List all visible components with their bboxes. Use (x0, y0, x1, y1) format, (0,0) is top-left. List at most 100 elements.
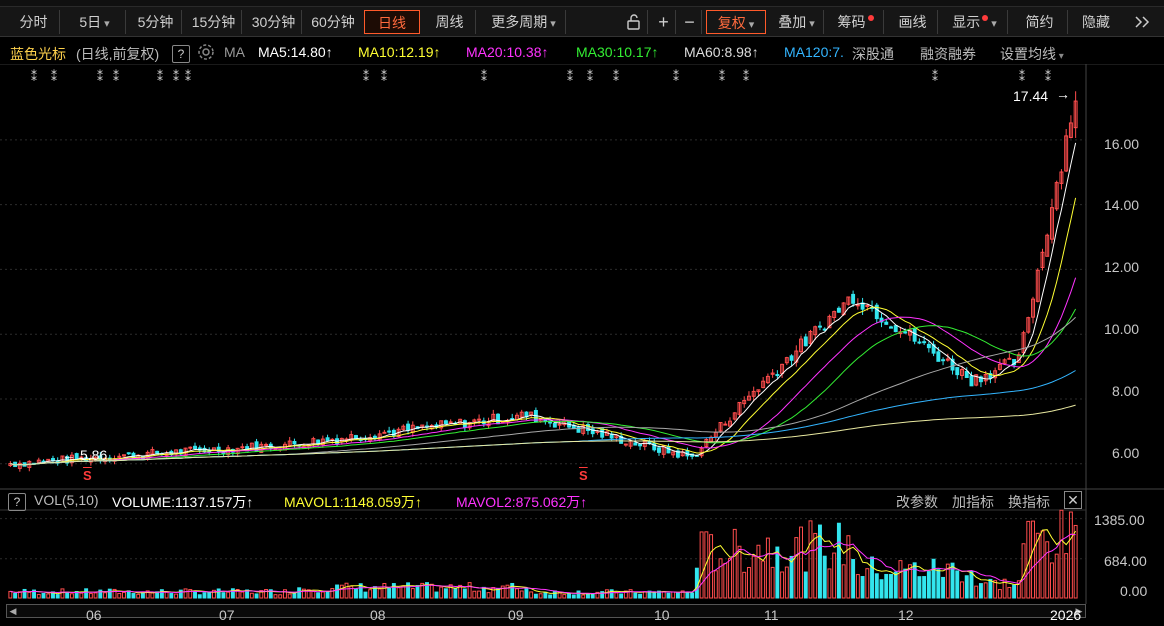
zoom-in-button[interactable]: + (652, 10, 676, 34)
candle-body (865, 304, 870, 307)
candle-body (775, 374, 780, 377)
volume-bar (46, 593, 51, 599)
tab-15min[interactable]: 15分钟 (186, 10, 242, 34)
candle-body (770, 372, 775, 375)
ma60-text: MA60:8.98 (684, 44, 752, 60)
hide-button[interactable]: 隐藏 (1082, 14, 1110, 30)
volume-bar (879, 579, 884, 599)
volume-bar (122, 591, 126, 599)
kline-chart[interactable]: ⁑ ⁑ ⁑ ⁑ ⁑ ⁑ ⁑ ⁑ ⁑ ⁑ ⁑ ⁑ ⁑ ⁑ ⁑ ⁑ ⁑ ⁑ ⁑ (0, 64, 1164, 604)
volume-bar (183, 588, 188, 599)
add-indicator-button[interactable]: 加指标 (952, 494, 994, 510)
modify-params-button[interactable]: 改参数 (896, 494, 938, 510)
high-price-label: 17.44 (1013, 88, 1049, 104)
zoom-out-button[interactable]: − (678, 10, 702, 34)
volume-bar (349, 585, 354, 599)
volume-bar (259, 590, 264, 599)
candle-body (784, 357, 789, 364)
volume-bar (13, 592, 18, 599)
volume-bar (283, 589, 287, 599)
volume-bar (955, 570, 960, 599)
margin-trading-button[interactable]: 融资融券 (920, 46, 976, 62)
tab-weekly[interactable]: 周线 (424, 10, 476, 34)
draw-line-button[interactable]: 画线 (888, 10, 938, 34)
fuquan-dropdown[interactable]: 复权 (706, 10, 766, 34)
set-ma-dropdown[interactable]: 设置均线 ▾ (1000, 44, 1064, 64)
settings-icon[interactable] (197, 43, 215, 64)
tab-more-periods[interactable]: 更多周期 (482, 10, 566, 34)
volume-bar (723, 562, 728, 599)
volume-bar (131, 593, 136, 599)
timeline-scrollbar[interactable]: ◀ ▶ (6, 604, 1086, 618)
volume-bar (188, 589, 193, 599)
tab-30min[interactable]: 30分钟 (246, 10, 302, 34)
tab-5day[interactable]: 5日 (64, 10, 126, 34)
tab-60min[interactable]: 60分钟 (311, 14, 355, 30)
candle-body (978, 376, 983, 383)
candle-body (188, 446, 193, 449)
help-button[interactable]: ? (172, 45, 190, 63)
candle-body (557, 423, 562, 426)
unlock-icon[interactable] (620, 10, 648, 34)
month-label-year: 2026 (1050, 607, 1082, 623)
month-label: 06 (86, 607, 102, 623)
chips-button[interactable]: 筹码 (828, 10, 884, 34)
volume-bar (945, 563, 950, 599)
change-indicator-button[interactable]: 换指标 (1008, 494, 1050, 510)
volume-bar (699, 531, 704, 599)
volume-bar (477, 590, 482, 599)
volume-bar (713, 570, 718, 599)
scroll-right-icon[interactable]: ▶ (1075, 606, 1083, 616)
candle-body (349, 434, 354, 441)
scroll-left-icon[interactable]: ◀ (9, 606, 17, 616)
event-marker: ⁑ (932, 69, 938, 84)
candle-body (325, 437, 330, 442)
candle-body (874, 304, 879, 320)
volume-bar (150, 592, 155, 599)
event-marker: ⁑ (719, 69, 725, 84)
volume-arrow: ↑ (246, 494, 254, 510)
volume-bar (84, 588, 89, 599)
simple-mode-button[interactable]: 简约 (1012, 10, 1068, 34)
candle-body (955, 367, 960, 376)
volume-bar (69, 593, 74, 599)
candle-body (661, 445, 666, 455)
candle-body (69, 454, 74, 464)
candle-body (652, 442, 657, 451)
set-ma-label: 设置均线 (1000, 46, 1056, 62)
volume-bar (794, 537, 799, 599)
volume-bar (339, 584, 344, 599)
overlay-dropdown[interactable]: 叠加 (770, 10, 824, 34)
volume-bar (268, 589, 273, 599)
candle-body (836, 307, 841, 313)
close-icon[interactable]: ✕ (1064, 491, 1082, 509)
volume-bar (406, 582, 411, 599)
volume-bar (1021, 543, 1026, 599)
volume-bar (704, 531, 709, 599)
shengutong-button[interactable]: 深股通 (852, 46, 894, 62)
volume-bar (325, 591, 330, 599)
candle-body (477, 418, 482, 421)
volume-bar (638, 593, 643, 599)
volume-bar (320, 591, 325, 599)
volume-bar (60, 588, 65, 599)
candle-body (519, 411, 524, 418)
candle-body (193, 445, 197, 450)
volume-help-button[interactable]: ? (8, 493, 26, 511)
mavol1-arrow: ↑ (415, 494, 423, 510)
volume-bar (425, 582, 429, 599)
candle-body (728, 420, 732, 427)
volume-bar (1059, 509, 1064, 599)
candle-body (988, 373, 993, 379)
tab-fenshi[interactable]: 分时 (8, 10, 60, 34)
tab-daily[interactable]: 日线 (364, 10, 420, 34)
volume-bar (391, 583, 396, 599)
display-dropdown[interactable]: 显示 ▾ (942, 10, 1008, 34)
chips-badge (867, 15, 874, 21)
volume-bar (884, 573, 889, 599)
candle-body (855, 304, 860, 307)
event-marker: ⁑ (173, 69, 179, 84)
collapse-right-icon[interactable] (1124, 10, 1160, 34)
tab-5min[interactable]: 5分钟 (130, 10, 182, 34)
volume-bar (1064, 553, 1069, 599)
